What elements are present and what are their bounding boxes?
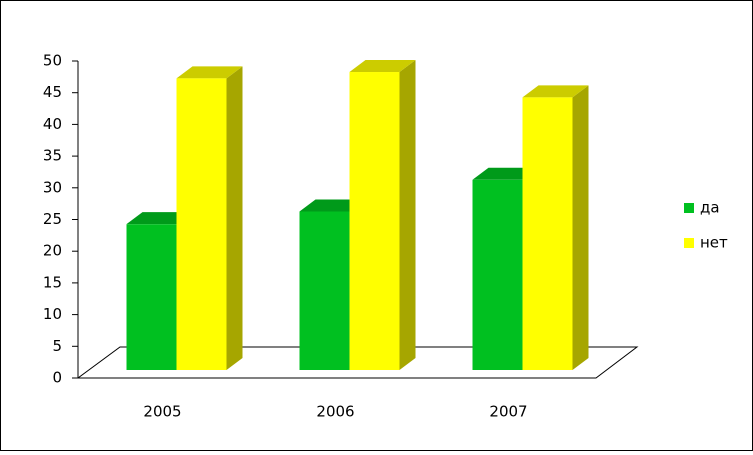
bar	[126, 224, 177, 370]
bar	[299, 211, 350, 370]
y-tick-label: 20	[43, 242, 62, 260]
x-tick-label: 2007	[489, 403, 527, 421]
legend-swatch	[684, 203, 694, 213]
legend-label: да	[700, 199, 720, 217]
bar-side	[226, 66, 243, 371]
bar	[472, 179, 523, 370]
x-tick-label: 2005	[143, 403, 181, 421]
legend-swatch	[684, 238, 694, 248]
bar-top	[522, 85, 589, 98]
y-tick-label: 5	[52, 337, 62, 355]
y-tick-label: 25	[43, 210, 62, 228]
x-tick-label: 2006	[316, 403, 354, 421]
y-tick-label: 50	[43, 52, 62, 70]
bar-top	[472, 167, 539, 180]
bar	[349, 72, 400, 371]
y-tick-label: 0	[52, 369, 62, 387]
y-tick-label: 30	[43, 178, 62, 196]
bar	[176, 78, 227, 371]
bar-top	[299, 199, 366, 212]
y-tick-label: 40	[43, 115, 62, 133]
y-tick-label: 35	[43, 147, 62, 165]
bar-top	[349, 60, 416, 73]
bar-side	[572, 85, 589, 370]
bar-side	[399, 60, 416, 371]
bar-top	[176, 66, 243, 79]
y-tick-label: 10	[43, 305, 62, 323]
y-tick-label: 15	[43, 273, 62, 291]
bar-top	[126, 212, 193, 225]
legend-label: нет	[700, 234, 728, 252]
floor	[76, 346, 639, 379]
bar	[522, 97, 573, 370]
y-tick-label: 45	[43, 83, 62, 101]
